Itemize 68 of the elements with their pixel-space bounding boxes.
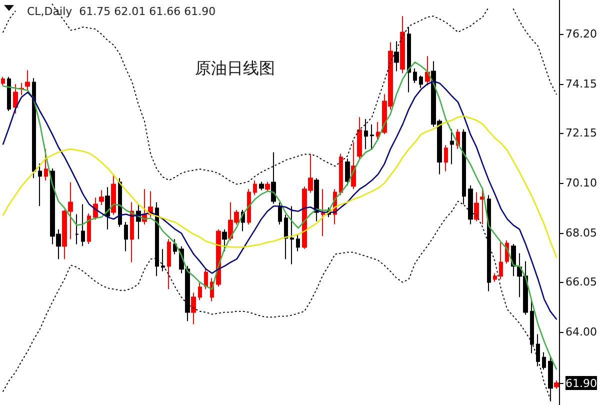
y-tick-label: 66.05 xyxy=(566,275,598,288)
candlestick xyxy=(68,182,73,240)
candlestick xyxy=(99,190,104,206)
candlestick xyxy=(204,268,208,290)
candlestick xyxy=(370,124,374,150)
candlestick xyxy=(198,282,202,301)
candlestick xyxy=(111,174,116,216)
candlestick xyxy=(499,242,503,280)
candlestick xyxy=(167,238,171,290)
candlestick xyxy=(259,181,264,191)
candlestick xyxy=(357,116,362,160)
candlestick xyxy=(444,144,448,172)
candlestick xyxy=(413,68,417,84)
candlestick xyxy=(38,162,42,207)
candlestick xyxy=(407,26,411,93)
candlestick xyxy=(191,292,196,325)
y-tick-label: 72.15 xyxy=(566,126,598,140)
y-tick-label: 61.90 xyxy=(566,377,598,390)
candlestick xyxy=(290,206,294,265)
candlestick xyxy=(493,272,497,282)
y-tick-label: 68.05 xyxy=(566,226,598,240)
candlestick xyxy=(419,75,423,88)
candlestick xyxy=(474,192,479,222)
candlestick xyxy=(530,300,534,354)
candlestick xyxy=(265,181,270,192)
candlestick xyxy=(173,238,177,255)
candlestick xyxy=(222,228,227,252)
y-tick-label: 70.10 xyxy=(566,176,598,190)
candlestick xyxy=(62,209,67,260)
candlestick xyxy=(32,78,36,179)
candlestick xyxy=(400,16,405,74)
candlestick xyxy=(81,204,85,247)
candlestick xyxy=(105,186,110,230)
candlestick xyxy=(364,118,368,150)
candlestick xyxy=(1,76,5,86)
line-series xyxy=(2,115,558,258)
candlestick xyxy=(7,76,11,112)
candlestick xyxy=(87,212,91,244)
line-series xyxy=(2,62,558,370)
line-series xyxy=(2,80,558,320)
candlestick xyxy=(253,180,257,196)
candlestick xyxy=(25,70,30,91)
y-tick-label: 76.20 xyxy=(566,28,598,41)
candlestick xyxy=(161,248,165,272)
candlestick xyxy=(296,234,300,252)
candlestick xyxy=(536,334,540,367)
candlestick xyxy=(44,148,48,182)
candlestick xyxy=(124,222,128,252)
candlestick xyxy=(247,188,251,225)
annotation: 原油日线图 xyxy=(195,58,275,78)
candlestick xyxy=(394,40,399,72)
candlestick xyxy=(284,214,288,260)
candlestick xyxy=(321,188,325,237)
candlestick xyxy=(130,202,134,263)
candlestick xyxy=(554,380,559,390)
candlestick xyxy=(13,84,18,114)
candlestick xyxy=(314,178,319,222)
y-tick-label: 64.00 xyxy=(566,325,598,338)
candlestick xyxy=(376,121,380,140)
candlestick xyxy=(278,202,282,225)
candlestick xyxy=(339,153,343,196)
candlestick xyxy=(480,188,485,225)
y-tick-label: 74.15 xyxy=(566,78,598,91)
candlestick xyxy=(450,128,454,165)
candlestick xyxy=(425,56,430,86)
text: CL,Daily 61.75 62.01 61.66 61.90 xyxy=(27,5,216,18)
candlestick xyxy=(75,214,79,245)
candlestick xyxy=(542,352,546,370)
